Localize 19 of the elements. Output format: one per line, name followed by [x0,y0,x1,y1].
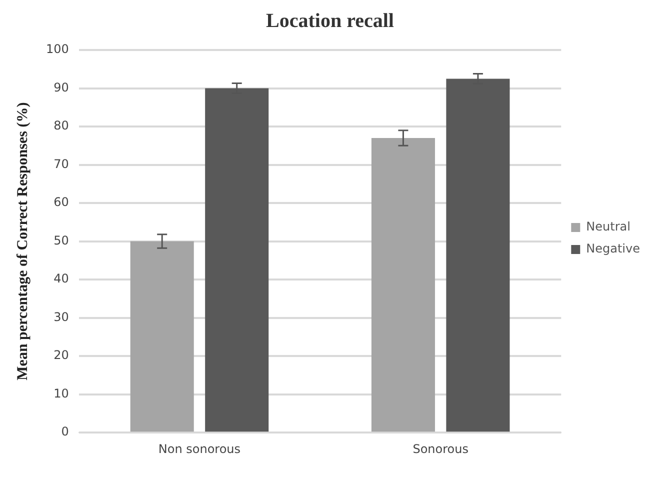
y-tick-label: 10 [54,386,69,400]
y-tick-label: 50 [54,233,69,248]
bar [371,138,435,432]
x-tick-label: Sonorous [412,442,468,456]
y-tick-label: 40 [54,272,69,286]
x-tick-label: Non sonorous [158,442,241,456]
y-tick-label: 30 [54,310,69,324]
y-tick-label: 100 [46,42,69,56]
bar [130,241,194,432]
y-tick-label: 20 [54,348,69,362]
y-axis-title: Mean percentage of Correct Responses (%) [14,102,31,380]
y-tick-label: 0 [61,424,69,439]
y-tick-label: 90 [54,80,69,94]
legend-label: Negative [586,242,640,256]
y-tick-label: 70 [54,156,69,171]
y-tick-label: 80 [54,118,69,133]
y-tick-label: 60 [54,195,69,210]
legend-label: Neutral [586,220,630,234]
chart-title: Location recall [266,10,394,32]
